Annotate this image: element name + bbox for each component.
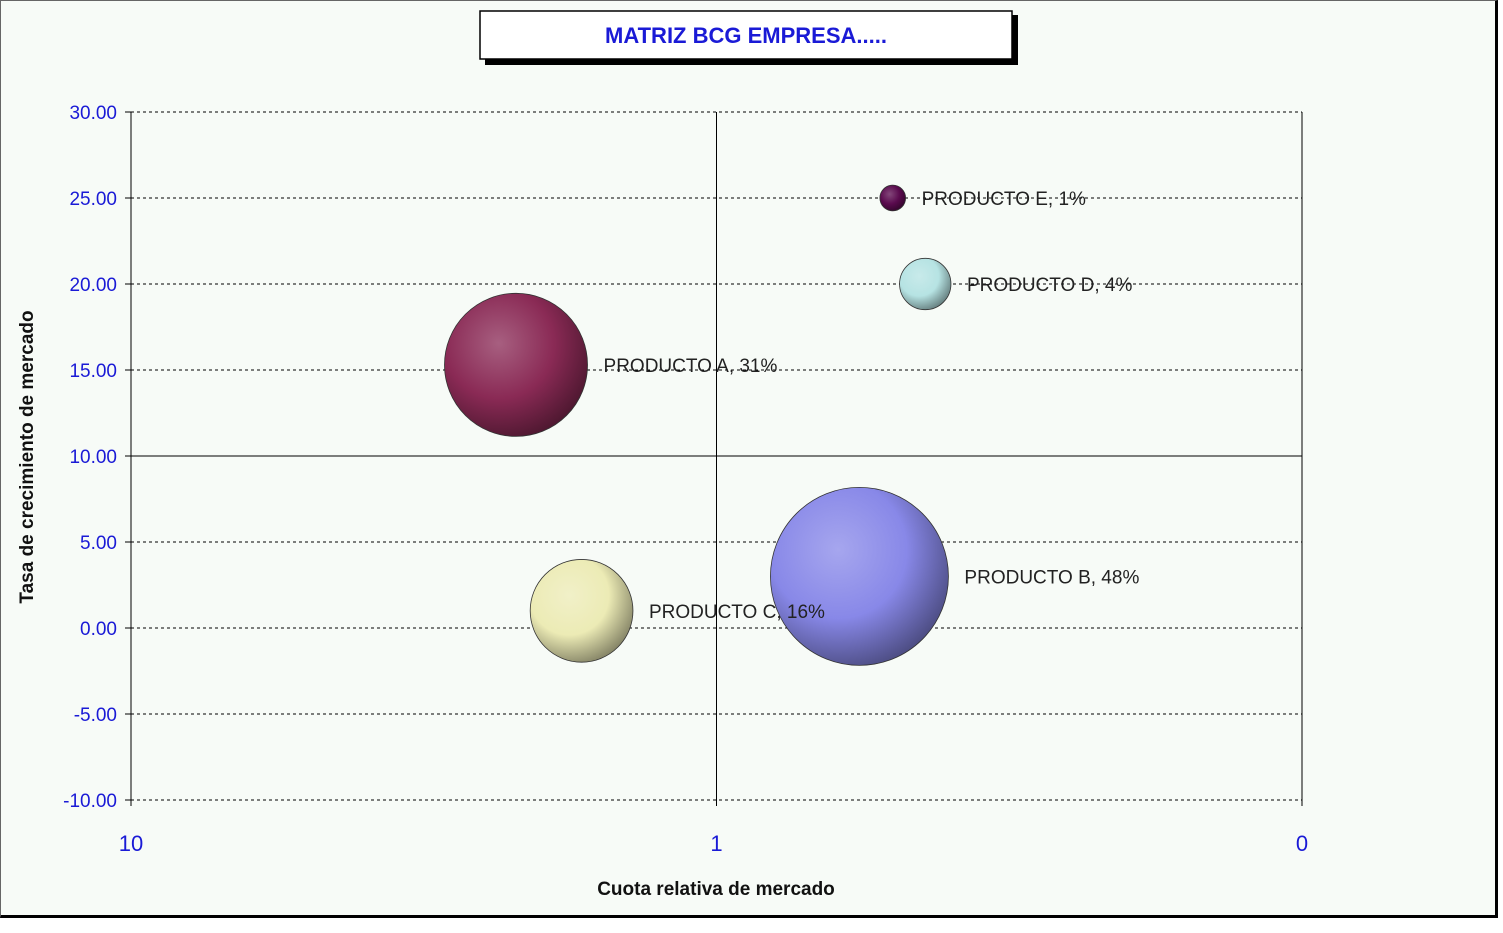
- x-tick-label: 0: [1296, 831, 1308, 856]
- bubble: [444, 292, 588, 437]
- bubble-labels: PRODUCTO A, 31% PRODUCTO B, 48% PRODUCTO C…: [604, 189, 1140, 623]
- y-tick-label: 10.00: [69, 447, 117, 468]
- title-box: [479, 10, 1013, 60]
- x-axis-ticks: 10 1 0: [119, 831, 1308, 856]
- bubble: [879, 184, 906, 212]
- bubble-label: PRODUCTO E, 1%: [922, 189, 1086, 210]
- axes: [125, 111, 1303, 806]
- y-axis-title: Tasa de crecimiento de mercado: [17, 310, 38, 603]
- bubble-label: PRODUCTO C, 16%: [649, 602, 825, 623]
- x-tick-label: 10: [119, 831, 143, 856]
- y-tick-label: 15.00: [69, 361, 117, 382]
- y-tick-label: 5.00: [80, 533, 117, 554]
- y-tick-label: -5.00: [74, 705, 117, 726]
- bubbles: [444, 184, 952, 666]
- chart-title-box: MATRIZ BCG EMPRESA.....: [479, 10, 1018, 65]
- y-tick-label: 0.00: [80, 619, 117, 640]
- bubble-label: PRODUCTO D, 4%: [967, 275, 1133, 296]
- x-axis-title: Cuota relativa de mercado: [597, 879, 835, 900]
- bubble-label: PRODUCTO A, 31%: [604, 356, 778, 377]
- y-tick-label: -10.00: [63, 791, 117, 812]
- bubble: [899, 257, 952, 311]
- y-tick-label: 25.00: [69, 189, 117, 210]
- y-tick-label: 30.00: [69, 103, 117, 124]
- y-axis-ticks: 30.00 25.00 20.00 15.00 10.00 5.00 0.00 -5.00 -1…: [63, 103, 117, 812]
- bubble: [770, 487, 949, 666]
- x-tick-label: 1: [710, 831, 722, 856]
- bubble-label: PRODUCTO B, 48%: [964, 567, 1139, 588]
- y-tick-label: 20.00: [69, 275, 117, 296]
- bubble: [529, 559, 634, 663]
- chart-title: MATRIZ BCG EMPRESA.....: [605, 23, 887, 48]
